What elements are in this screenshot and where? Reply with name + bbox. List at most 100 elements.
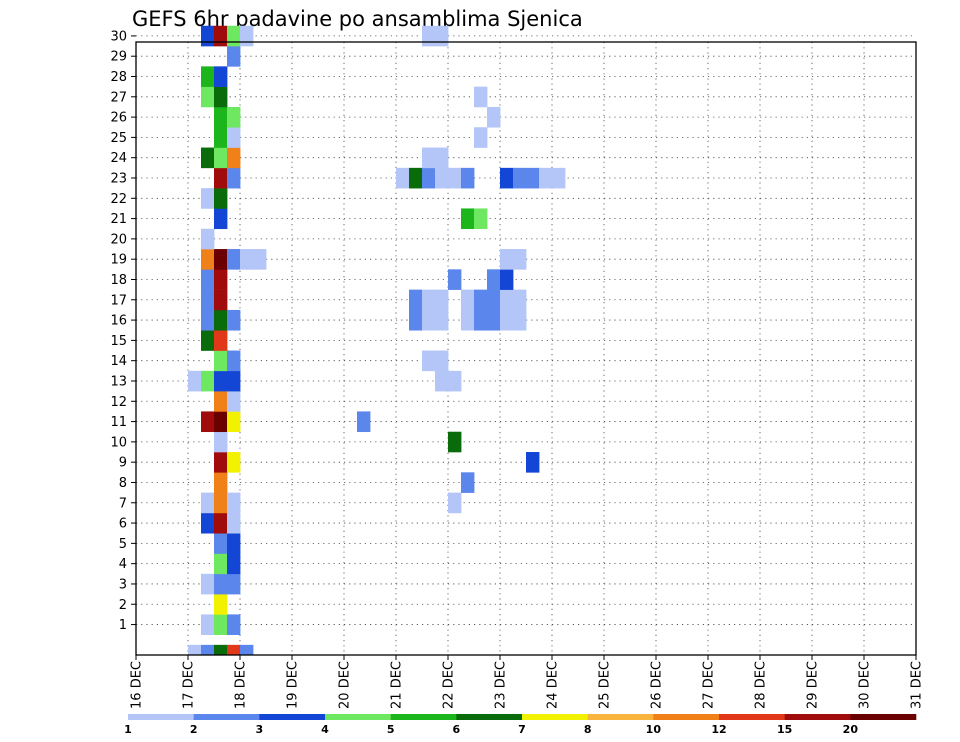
heatmap-cell [227, 452, 241, 473]
heatmap-cell [409, 167, 423, 189]
heatmap-cell [201, 66, 215, 87]
heatmap-cell [201, 309, 215, 331]
heatmap-cell [422, 350, 436, 372]
heatmap-cell [474, 86, 488, 108]
y-tick-label: 23 [110, 171, 127, 186]
heatmap-cell [201, 614, 215, 636]
y-tick-label: 1 [119, 618, 127, 633]
heatmap-cell [435, 147, 449, 169]
x-tick-label: 21 DEC [390, 661, 405, 709]
heatmap-cell [422, 309, 436, 331]
colorbar-label: 7 [518, 723, 526, 736]
x-tick-label: 28 DEC [754, 661, 769, 709]
heatmap-cell [214, 289, 228, 311]
heatmap-cell [448, 370, 462, 392]
heatmap-cell [448, 269, 462, 290]
x-tick-label: 29 DEC [806, 661, 821, 709]
heatmap-cell [214, 533, 228, 554]
colorbar-label: 2 [190, 723, 198, 736]
x-tick-label: 19 DEC [286, 661, 301, 709]
x-tick-label: 17 DEC [182, 661, 197, 709]
heatmap-cell [474, 127, 488, 148]
heatmap-cell [435, 350, 449, 372]
heatmap-cell [461, 472, 475, 493]
x-axis: 16 DEC 17 DEC 18 DEC 19 DEC 20 DEC 21 DEC 22 D… [130, 655, 925, 709]
heatmap-cell [240, 249, 254, 270]
heatmap-cell [227, 553, 241, 575]
x-tick-label: 31 DEC [910, 661, 925, 709]
colorbar-label: 3 [256, 723, 264, 736]
heatmap-cell [422, 147, 436, 169]
heatmap-cell [214, 309, 228, 331]
y-tick-label: 3 [119, 577, 127, 592]
heatmap-cell [487, 106, 501, 128]
y-tick-label: 19 [110, 253, 127, 268]
heatmap-cell [201, 249, 215, 270]
heatmap-cell [201, 512, 215, 534]
heatmap-cell [214, 167, 228, 189]
heatmap-cell [214, 188, 228, 209]
heatmap-cell [240, 25, 254, 47]
x-tick-label: 20 DEC [338, 661, 353, 709]
heatmap-cell [461, 289, 475, 311]
colorbar-segment [193, 714, 260, 720]
heatmap-cell [188, 644, 202, 656]
colorbar-segment [653, 714, 720, 720]
x-tick-label: 22 DEC [442, 661, 457, 709]
y-tick-label: 25 [110, 131, 127, 146]
heatmap-cell [227, 370, 241, 392]
heatmap-cell [435, 309, 449, 331]
colorbar-segment [128, 714, 194, 720]
heatmap-cell [201, 573, 215, 595]
heatmap-cell [201, 86, 215, 108]
heatmap-cell [214, 391, 228, 412]
y-tick-label: 20 [110, 232, 127, 247]
y-tick-label: 26 [110, 111, 127, 126]
colorbar-label: 20 [843, 723, 859, 736]
heatmap-cell [448, 431, 462, 453]
colorbar-segment [719, 714, 785, 720]
heatmap-cell [214, 594, 228, 615]
y-tick-label: 14 [110, 354, 127, 369]
heatmap-cell [227, 127, 241, 148]
colorbar: 1 2 3 4 5 6 7 8 10 12 15 20 [124, 714, 917, 736]
heatmap-cell [201, 370, 215, 392]
heatmap-cell [227, 573, 241, 595]
heatmap-cell [552, 167, 566, 189]
heatmap-cell [422, 167, 436, 189]
heatmap-cell [409, 309, 423, 331]
y-tick-label: 11 [110, 415, 127, 430]
heatmap-cell [500, 249, 514, 270]
heatmap-cell [227, 46, 241, 67]
heatmap-cell [487, 269, 501, 290]
y-tick-label: 6 [119, 517, 127, 532]
x-tick-label: 26 DEC [650, 661, 665, 709]
colorbar-label: 12 [711, 723, 726, 736]
heatmap-cell [422, 25, 436, 47]
y-tick-label: 15 [110, 334, 127, 349]
heatmap-cell [214, 573, 228, 595]
heatmap-cell [214, 472, 228, 493]
heatmap-cell [500, 167, 514, 189]
heatmap-cell [214, 512, 228, 534]
y-tick-label: 27 [110, 90, 127, 105]
x-tick-label: 24 DEC [546, 661, 561, 709]
y-tick-label: 28 [110, 70, 127, 85]
heatmap-cell [227, 25, 241, 47]
heatmap-cell [526, 167, 540, 189]
heatmap-cell [500, 289, 514, 311]
heatmap-cell [214, 25, 228, 47]
heatmap-cell [201, 228, 215, 250]
colorbar-label: 1 [124, 723, 132, 736]
heatmap-cell [487, 309, 501, 331]
heatmap-cell [461, 208, 475, 230]
heatmap-cell [214, 370, 228, 392]
heatmap-cell [201, 269, 215, 290]
heatmap-cell [539, 167, 553, 189]
colorbar-label: 4 [321, 723, 329, 736]
heatmap-cell [214, 249, 228, 270]
heatmap-cell [513, 167, 527, 189]
heatmap-cell [227, 249, 241, 270]
y-tick-label: 8 [119, 476, 127, 491]
heatmap-cell [214, 66, 228, 87]
